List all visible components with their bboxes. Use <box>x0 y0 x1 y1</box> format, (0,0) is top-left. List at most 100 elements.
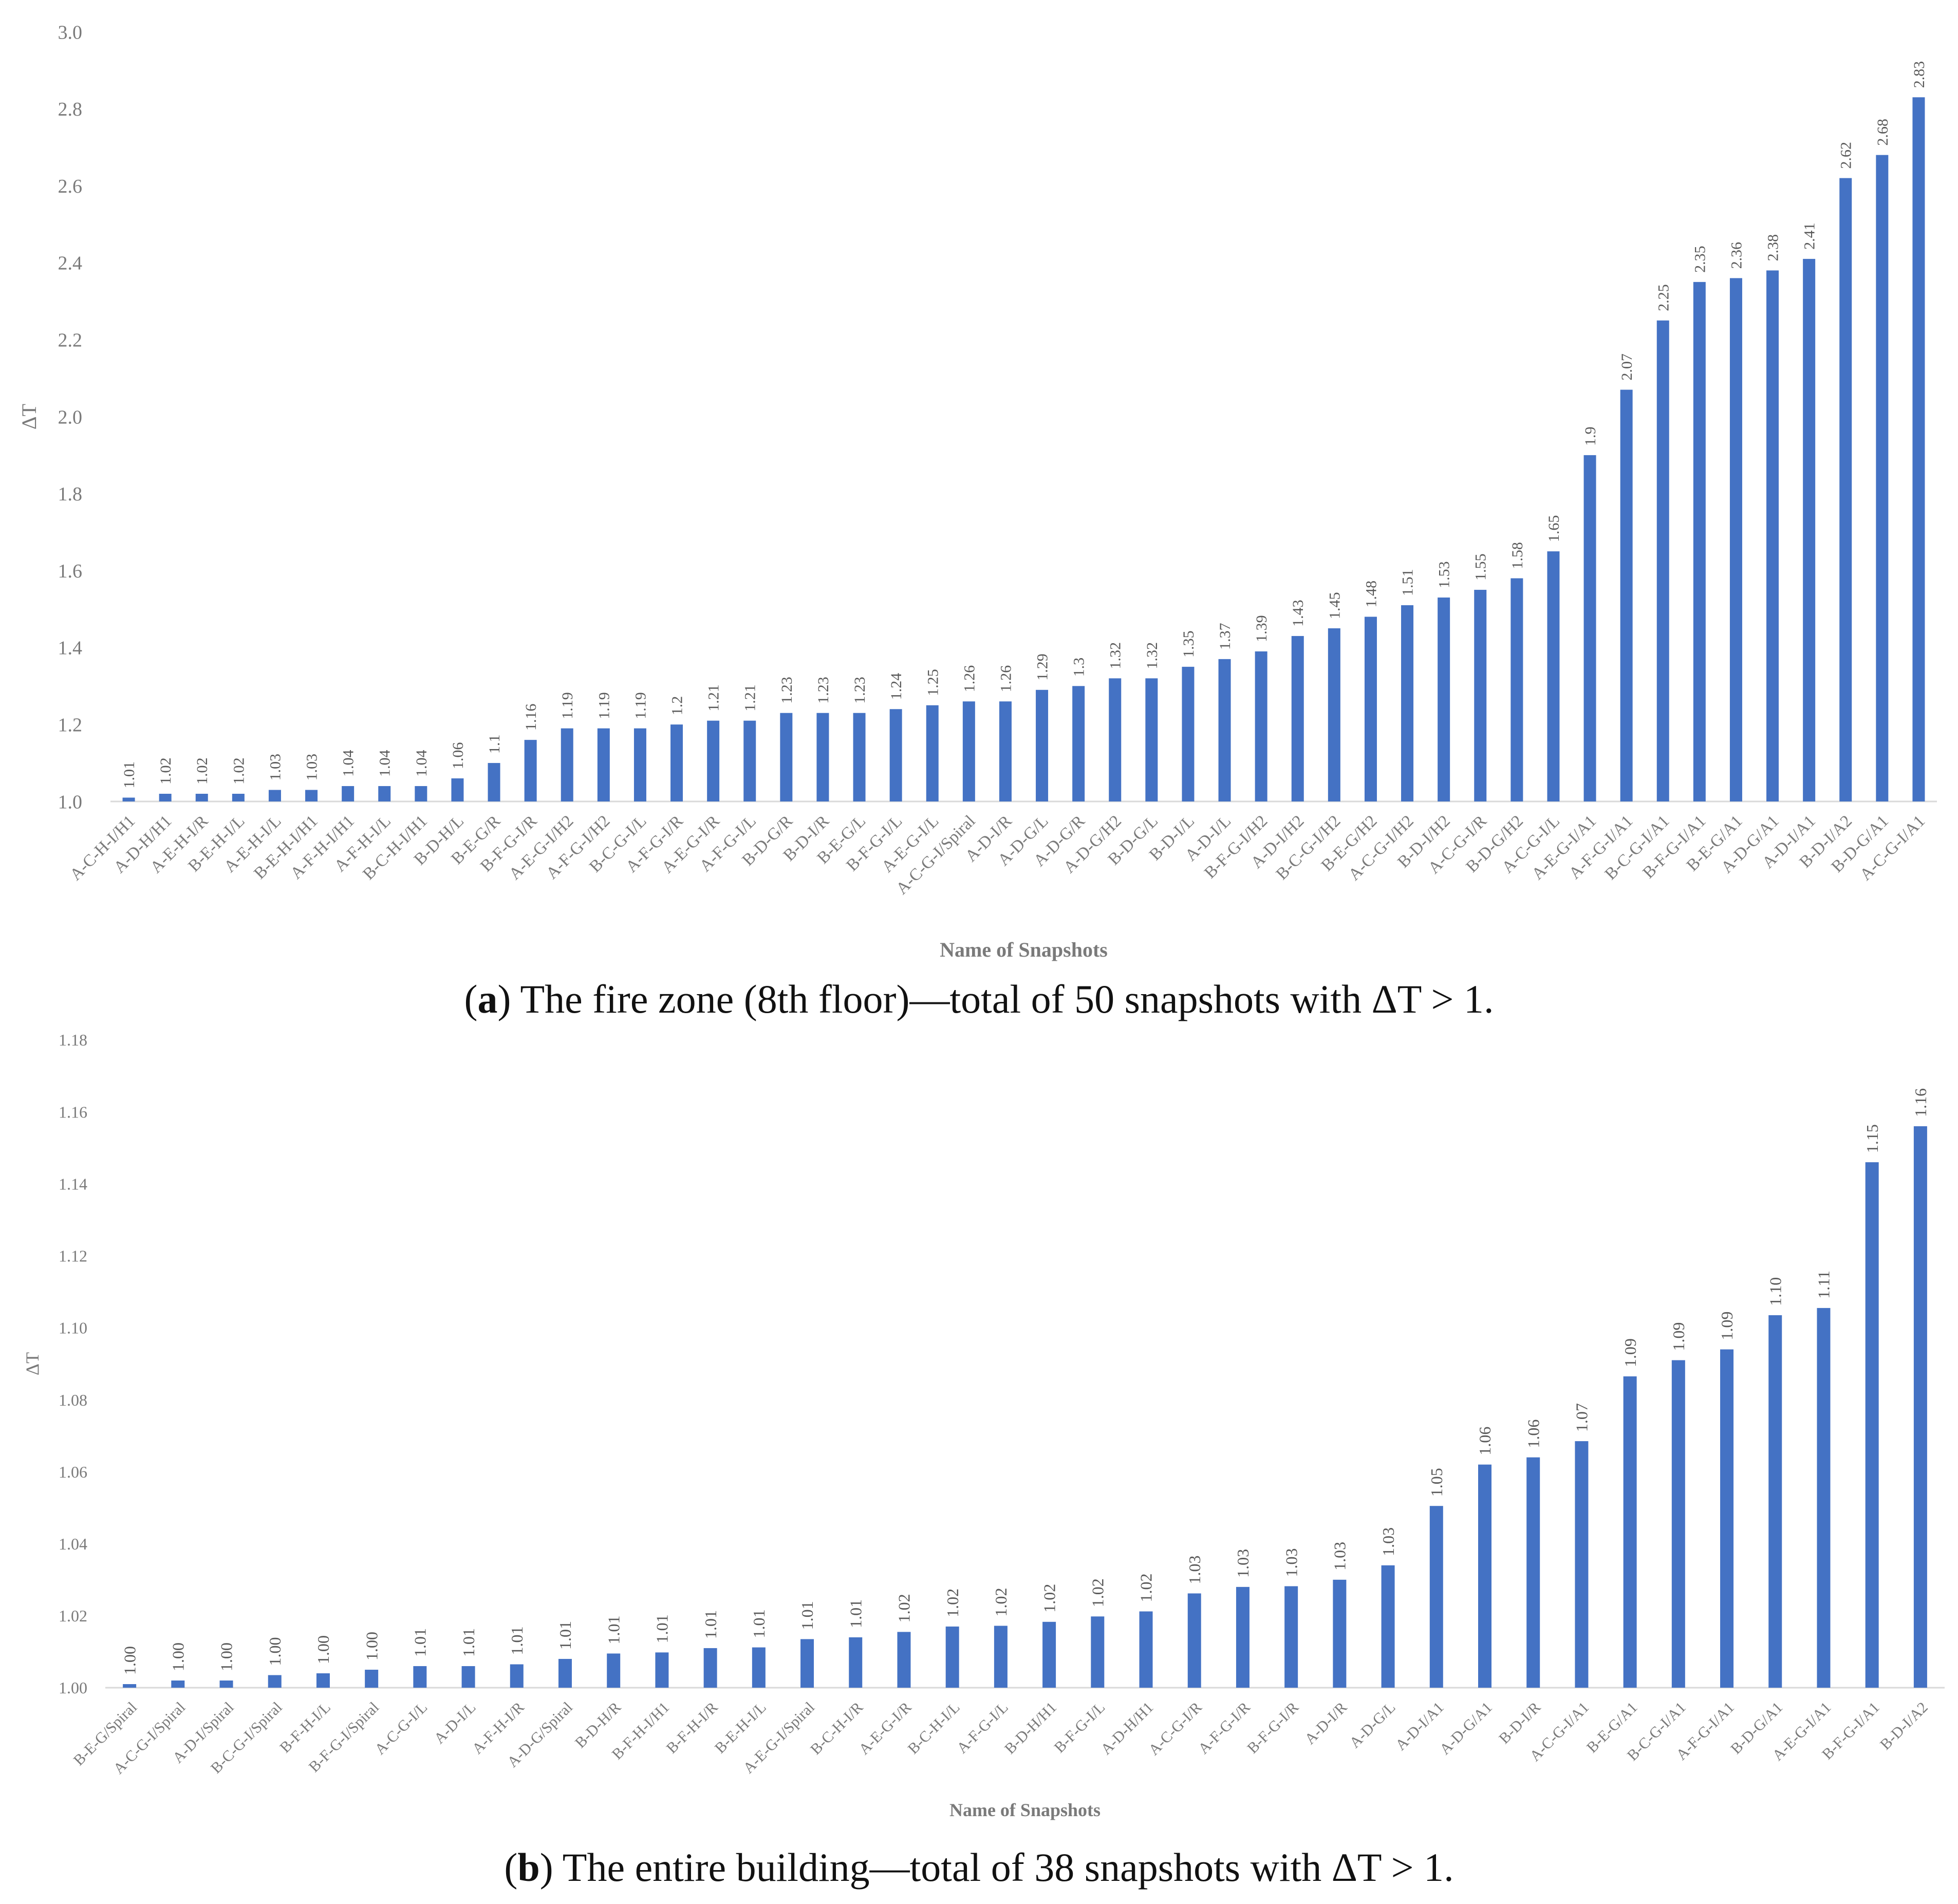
data-label: 2.62 <box>1838 142 1855 169</box>
x-tick-label: B-D-I/A2 <box>1877 1699 1931 1753</box>
bar <box>510 1664 524 1688</box>
y-axis-label: ΔT <box>22 1352 43 1375</box>
data-label: 1.01 <box>556 1621 574 1650</box>
bar <box>655 1652 669 1688</box>
data-label: 1.10 <box>1766 1277 1784 1306</box>
bar <box>195 794 208 801</box>
x-tick-label: A-F-G-I/R <box>1195 1699 1254 1758</box>
bar <box>1072 686 1085 801</box>
data-label: 1.03 <box>304 754 321 781</box>
chart-a-fire-zone: 1.01.21.41.61.82.02.22.42.62.83.0ΔT1.01A… <box>17 22 1937 961</box>
data-label: 1.39 <box>1253 615 1270 642</box>
bar <box>316 1673 330 1688</box>
data-label: 1.02 <box>1040 1584 1058 1613</box>
bar <box>342 786 355 801</box>
data-label: 1.02 <box>1137 1573 1155 1602</box>
data-label: 1.19 <box>595 692 612 719</box>
bar <box>413 1666 427 1688</box>
x-tick-label: B-C-H-I/L <box>905 1699 963 1758</box>
bar <box>1575 1441 1589 1688</box>
caption-b: (b) The entire building—total of 38 snap… <box>504 1845 1454 1890</box>
data-label: 1.01 <box>604 1615 623 1644</box>
y-tick-label: 1.16 <box>59 1103 87 1121</box>
bar <box>1042 1621 1056 1688</box>
bar <box>994 1626 1008 1688</box>
bar <box>1913 1126 1927 1688</box>
data-label: 1.00 <box>217 1642 236 1671</box>
bar <box>1803 258 1816 801</box>
data-label: 1.21 <box>705 684 722 712</box>
data-label: 1.26 <box>961 665 978 693</box>
bar <box>1333 1579 1347 1688</box>
y-tick-label: 1.06 <box>59 1463 87 1481</box>
data-label: 1.19 <box>632 692 649 719</box>
bar <box>597 728 610 801</box>
data-label: 1.03 <box>267 754 284 781</box>
y-tick-label: 1.8 <box>58 483 83 505</box>
bar <box>1876 155 1889 802</box>
data-label: 1.19 <box>559 692 576 719</box>
bar <box>171 1680 185 1688</box>
x-tick-label: A-D-G/A1 <box>1437 1699 1496 1758</box>
data-label: 1.03 <box>1282 1548 1300 1577</box>
data-label: 1.03 <box>1185 1555 1204 1584</box>
data-label: 1.16 <box>1911 1088 1930 1117</box>
bar <box>1912 97 1925 802</box>
data-label: 1.01 <box>121 761 138 789</box>
bar <box>1720 1349 1734 1688</box>
x-tick-label: A-D-I/L <box>431 1699 479 1747</box>
caption-a: (a) The fire zone (8th floor)—total of 5… <box>464 977 1494 1021</box>
bar <box>1187 1593 1201 1688</box>
bar <box>415 786 427 801</box>
data-label: 2.35 <box>1691 246 1708 273</box>
data-label: 2.41 <box>1801 222 1818 250</box>
data-label: 1.02 <box>1089 1578 1107 1607</box>
data-label: 1.58 <box>1509 542 1526 569</box>
data-label: 2.07 <box>1618 353 1635 381</box>
bar <box>1620 389 1633 801</box>
data-label: 1.02 <box>895 1594 913 1622</box>
y-axis-label: ΔT <box>17 404 41 430</box>
bar <box>1218 659 1231 801</box>
bar <box>752 1647 766 1688</box>
data-label: 1.32 <box>1107 642 1124 669</box>
y-tick-label: 1.0 <box>58 791 83 813</box>
data-label: 1.02 <box>157 758 174 785</box>
data-label: 1.05 <box>1427 1468 1446 1497</box>
data-label: 1.03 <box>1331 1542 1349 1571</box>
data-label: 1.3 <box>1071 658 1088 677</box>
y-tick-label: 2.6 <box>58 176 83 197</box>
bar <box>926 705 939 801</box>
bar <box>897 1632 911 1688</box>
data-label: 2.83 <box>1911 61 1928 88</box>
bar <box>962 701 975 801</box>
data-label: 1.25 <box>924 669 941 696</box>
x-axis-label: Name of Snapshots <box>949 1800 1101 1820</box>
bar <box>800 1639 814 1688</box>
bar <box>703 1648 717 1688</box>
bar <box>1547 551 1560 801</box>
bar <box>1511 578 1523 801</box>
bar <box>1865 1162 1879 1688</box>
bar <box>365 1669 379 1688</box>
bar <box>999 701 1012 801</box>
bar <box>1729 278 1742 801</box>
bar <box>1364 617 1377 801</box>
bar <box>461 1666 475 1688</box>
data-label: 1.01 <box>508 1626 526 1655</box>
data-label: 1.09 <box>1718 1311 1736 1340</box>
bar <box>743 720 756 801</box>
data-label: 1.07 <box>1573 1403 1591 1432</box>
bar <box>232 794 245 801</box>
x-tick-label: B-F-G-I/R <box>1244 1699 1302 1757</box>
data-label: 1.01 <box>846 1599 865 1628</box>
bar <box>1839 178 1852 801</box>
x-tick-label: A-C-G-I/R <box>1145 1699 1205 1759</box>
data-label: 1.04 <box>340 750 357 777</box>
y-tick-label: 1.04 <box>59 1535 87 1553</box>
data-label: 1.24 <box>888 673 905 700</box>
data-label: 1.55 <box>1472 554 1489 581</box>
data-label: 1.16 <box>523 704 539 731</box>
data-label: 2.25 <box>1655 284 1672 311</box>
